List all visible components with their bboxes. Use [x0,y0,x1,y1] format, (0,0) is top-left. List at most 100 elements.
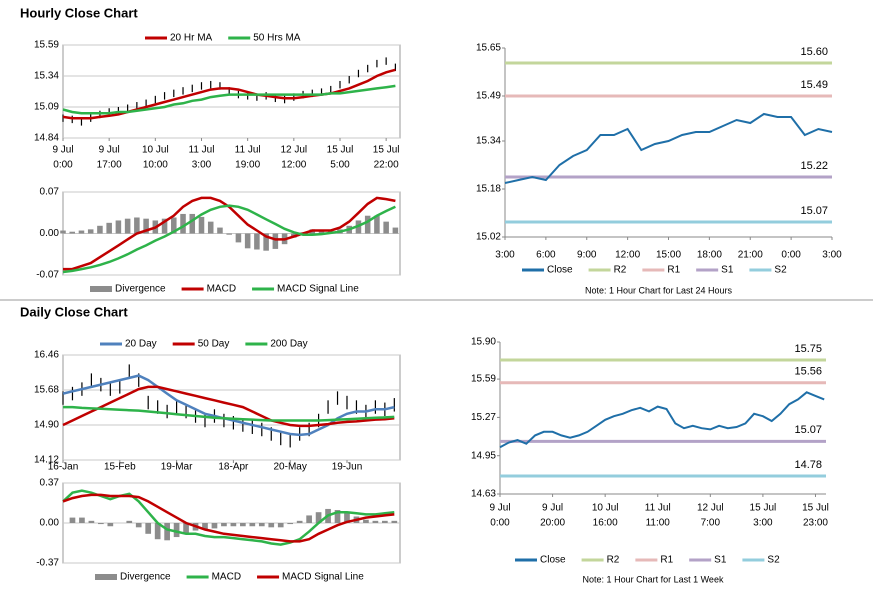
x-tick-label: 3:00 [753,518,773,529]
legend-label: MACD [212,572,241,583]
x-tick-label: 20:00 [540,518,565,529]
divergence-bar [69,231,76,234]
divergence-bar [60,230,66,234]
y-tick-label: 15.18 [476,184,501,195]
x-tick-label: 12 Jul [697,503,724,514]
y-tick-label: 15.27 [471,412,496,423]
divergence-bar [98,523,104,525]
y-tick-label: 0.00 [40,518,60,529]
legend-swatch [95,574,117,580]
legend-label: Divergence [115,284,166,295]
divergence-bar [217,227,223,234]
x-tick-label: 11 Jul [645,503,671,514]
divergence-bar [69,517,76,523]
legend-label: 20 Day [125,339,157,350]
divergence-bar [154,523,161,540]
divergence-bar [161,218,168,234]
y-tick-label: -0.07 [36,270,59,281]
divergence-bar [306,515,312,523]
legend-label: MACD Signal Line [277,284,359,295]
x-tick-label: 3:00 [192,160,212,171]
divergence-bar [315,512,322,523]
series-line [62,204,396,274]
x-tick-label: 10 Jul [592,503,619,514]
divergence-bar [207,221,214,234]
legend-label: MACD Signal Line [282,572,364,583]
divergence-bar [97,225,103,234]
level-label: 15.75 [794,343,822,355]
divergence-bar [134,217,140,234]
legend-label: R1 [667,265,680,276]
x-tick-label: 23:00 [803,518,828,529]
divergence-bar [277,523,284,528]
series-line [62,374,395,437]
x-tick-label: 15:00 [656,250,681,261]
divergence-bar [372,520,379,523]
y-tick-label: 15.49 [476,91,501,102]
x-tick-label: 20-May [274,462,307,473]
x-tick-label: 18:00 [697,250,722,261]
x-tick-label: 9 Jul [52,145,73,156]
y-tick-label: 14.84 [34,133,59,144]
x-tick-label: 3:00 [822,250,842,261]
divergence-bar [235,233,242,243]
series-line [62,493,395,543]
divergence-bar [202,523,208,530]
y-tick-label: 14.12 [34,455,59,466]
level-label: 15.60 [800,46,828,58]
divergence-bar [334,510,341,523]
divergence-bar [198,216,205,234]
y-tick-label: 14.95 [471,450,496,461]
x-tick-label: 18-Apr [218,462,249,473]
x-tick-label: 0:00 [781,250,801,261]
y-tick-label: 14.63 [471,489,496,500]
divergence-bar [164,523,170,541]
plot-frame [62,354,401,461]
y-tick-label: 0.37 [40,478,60,489]
x-tick-label: 3:00 [495,250,515,261]
series-line [62,68,396,120]
x-tick-label: 11 Jul [189,145,215,156]
x-tick-label: 9 Jul [489,503,510,514]
level-label: 15.22 [800,160,828,172]
legend-label: Close [547,265,573,276]
divergence-bar [392,227,399,234]
divergence-bar [383,221,389,234]
divergence-bar [88,520,95,523]
legend-label: S2 [774,265,787,276]
divergence-bar [230,523,237,527]
y-tick-label: 0.07 [40,187,60,198]
level-label: 14.78 [794,459,822,471]
divergence-bar [254,233,260,250]
x-tick-label: 9:00 [577,250,597,261]
x-tick-label: 16-Jan [48,462,79,473]
section-title: Daily Close Chart [20,304,128,319]
x-tick-label: 15 Jul [802,503,829,514]
y-tick-label: 15.34 [34,71,59,82]
chart-note: Note: 1 Hour Chart for Last 1 Week [583,574,724,584]
x-tick-label: 10:00 [143,160,168,171]
section-title: Hourly Close Chart [20,5,138,20]
divergence-bar [226,233,232,235]
divergence-bar [135,523,142,528]
divergence-bar [189,213,196,234]
divergence-bar [180,213,186,234]
x-tick-label: 15 Jul [327,145,354,156]
level-label: 15.56 [794,366,822,378]
divergence-bar [391,520,398,523]
y-tick-label: 15.68 [34,385,59,396]
legend-label: S2 [767,555,780,566]
y-tick-label: 15.02 [476,232,501,243]
divergence-bar [240,523,246,527]
legend-label: Divergence [120,572,171,583]
y-tick-label: 15.59 [471,374,496,385]
divergence-bar [79,517,85,523]
divergence-bar [374,215,380,234]
x-tick-label: 0:00 [53,160,73,171]
x-tick-label: 19:00 [235,160,260,171]
divergence-bar [382,520,388,523]
legend-label: S1 [721,265,734,276]
x-tick-label: 10 Jul [142,145,169,156]
x-tick-label: 0:00 [490,518,510,529]
